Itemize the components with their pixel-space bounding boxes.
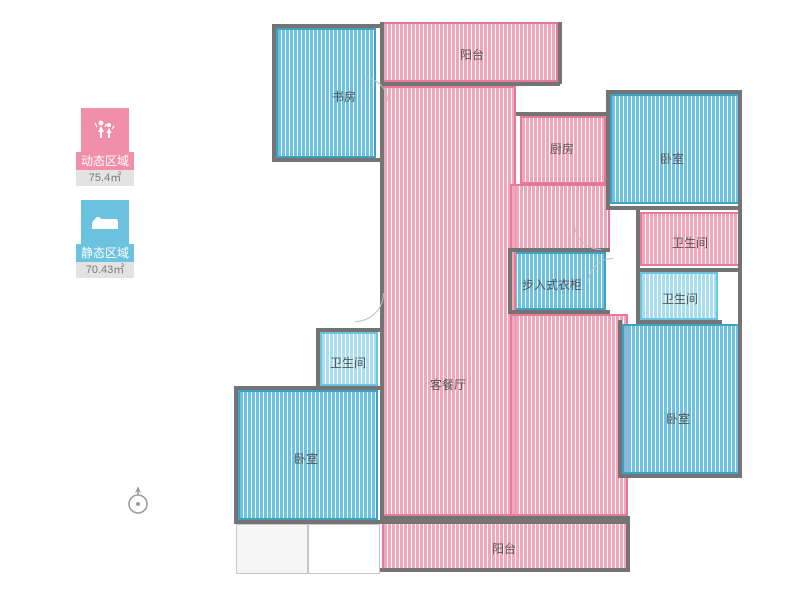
wall-15 [618,474,742,478]
wall-4 [272,24,276,160]
room-bath-l [320,332,378,386]
aux-rect-1 [308,524,380,574]
wall-17 [508,248,512,314]
wall-26 [380,568,630,572]
legend-static-label: 静态区域 [76,244,134,262]
wall-12 [636,268,742,272]
compass-icon [126,484,150,516]
door-arc-0 [326,264,384,322]
wall-22 [234,386,238,524]
room-bedroom-br [622,324,740,474]
wall-14 [618,320,622,478]
floor-plan: 阳台书房厨房卧室卫生间卫生间步入式衣柜客餐厅卫生间卧室卧室阳台 [232,22,748,584]
wall-23 [234,520,630,524]
wall-2 [380,82,560,86]
legend-dynamic-value: 75.4㎡ [76,170,134,186]
wall-5 [272,158,380,162]
room-livingdining [382,86,516,516]
wall-24 [380,516,630,520]
wall-1 [558,22,562,84]
room-kitchen [520,116,606,184]
aux-rect-0 [236,524,308,574]
wall-21 [234,386,382,390]
room-balcony-top [382,22,558,82]
wall-10 [606,206,742,210]
room-bath-r [640,272,718,320]
wall-18 [508,310,610,314]
room-bath-tr [640,212,740,266]
wall-8 [606,90,742,94]
legend-static-value: 70.43㎡ [76,262,134,278]
legend-dynamic-label: 动态区域 [76,152,134,170]
room-study [276,28,376,158]
bed-icon [81,200,129,244]
wall-20 [316,328,320,390]
wall-19 [316,328,382,332]
room-living-ext2 [510,314,628,516]
legend-dynamic: 动态区域 75.4㎡ [76,108,134,186]
room-bedroom-bl [238,390,378,520]
wall-9 [738,90,742,476]
wall-13 [636,320,722,324]
wall-3 [272,24,380,28]
people-icon [81,108,129,152]
wall-6 [516,112,610,116]
room-bedroom-tr [610,94,740,204]
wall-25 [626,516,630,572]
legend-static: 静态区域 70.43㎡ [76,200,134,278]
wall-7 [606,90,610,210]
wall-11 [636,208,640,322]
room-balcony-bot [382,520,628,570]
